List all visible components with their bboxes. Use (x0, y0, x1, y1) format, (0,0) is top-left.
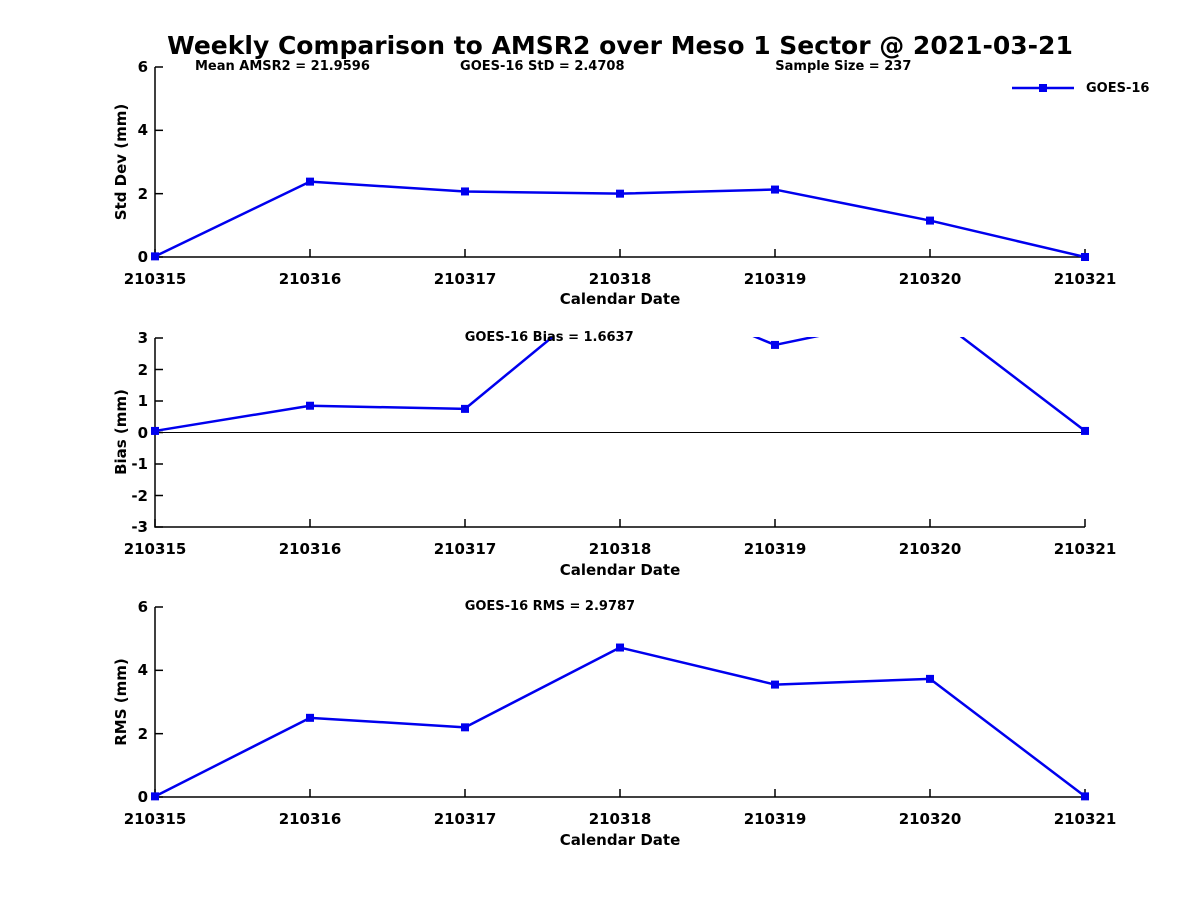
x-tick-label: 210318 (588, 270, 652, 288)
data-marker (926, 216, 934, 225)
y-tick-label: 4 (137, 661, 148, 680)
figure-title: Weekly Comparison to AMSR2 over Meso 1 S… (167, 31, 1073, 60)
annotation-mean-amsr2: Mean AMSR2 = 21.9596 (194, 58, 370, 74)
legend-label: GOES-16 (1086, 80, 1150, 96)
y-tick-label: 1 (137, 392, 148, 410)
x-tick-label: 210319 (743, 540, 807, 558)
y-tick-label: 6 (137, 58, 148, 76)
y-tick-label: -2 (131, 486, 148, 505)
y-tick-label: 2 (137, 724, 148, 743)
data-marker (771, 185, 779, 194)
x-tick-label: 210320 (898, 270, 962, 288)
y-tick-label: -1 (131, 455, 148, 473)
x-tick-label: 210319 (743, 270, 807, 288)
y-tick-label: 2 (137, 184, 148, 203)
data-marker (1081, 792, 1089, 801)
data-marker (151, 252, 159, 261)
x-tick-label: 210315 (123, 270, 187, 288)
x-tick-label: 210316 (278, 540, 342, 558)
data-marker (461, 404, 469, 413)
subplot-std-dev-axes (154, 67, 1085, 258)
y-tick-label: 0 (137, 423, 148, 442)
data-marker (151, 426, 159, 435)
x-tick-label: 210318 (588, 810, 652, 828)
xlabel-calendar-date-3: Calendar Date (559, 831, 681, 849)
x-tick-label: 210320 (898, 810, 962, 828)
data-marker (306, 713, 314, 722)
x-tick-label: 210319 (743, 810, 807, 828)
x-tick-label: 210316 (278, 270, 342, 288)
y-tick-label: 4 (137, 121, 148, 140)
data-line (154, 646, 1086, 798)
x-tick-label: 210320 (898, 540, 962, 558)
data-marker (461, 723, 469, 732)
data-marker (616, 189, 624, 198)
annotation-sample-size: Sample Size = 237 (775, 58, 912, 74)
data-marker (461, 187, 469, 196)
x-tick-label: 210321 (1053, 810, 1117, 828)
x-tick-label: 210317 (433, 270, 497, 288)
data-marker (1081, 426, 1089, 435)
data-marker (926, 309, 934, 317)
x-tick-label: 210321 (1053, 270, 1117, 288)
x-tick-label: 210316 (278, 810, 342, 828)
data-marker (771, 680, 779, 689)
annotation-goes16-bias: GOES-16 Bias = 1.6637 (464, 329, 634, 345)
data-marker (771, 340, 779, 349)
data-marker (151, 792, 159, 801)
xlabel-calendar-date-2: Calendar Date (559, 561, 681, 579)
data-marker (1081, 253, 1089, 261)
x-tick-label: 210317 (433, 810, 497, 828)
data-marker (926, 674, 934, 683)
x-tick-label: 210321 (1053, 540, 1117, 558)
x-tick-label: 210315 (123, 540, 187, 558)
annotation-goes16-std: GOES-16 StD = 2.4708 (460, 58, 625, 74)
x-tick-label: 210315 (123, 810, 187, 828)
y-tick-label: 2 (137, 360, 148, 379)
y-tick-label: 0 (137, 788, 148, 806)
legend: GOES-16 (1012, 80, 1149, 96)
x-tick-label: 210318 (588, 540, 652, 558)
y-tick-label: 6 (137, 598, 148, 616)
data-marker (306, 401, 314, 410)
subplot-bias-series (151, 309, 1089, 435)
y-tick-label: 3 (137, 329, 148, 347)
y-tick-label: -3 (131, 518, 148, 536)
subplot-rms-series (151, 643, 1089, 801)
x-tick-label: 210317 (433, 540, 497, 558)
data-marker (306, 177, 314, 186)
data-marker (616, 643, 624, 652)
legend-line-marker-sample (1012, 84, 1074, 92)
subplot-std-dev-series (151, 177, 1089, 261)
y-tick-label: 0 (137, 248, 148, 266)
xlabel-calendar-date-1: Calendar Date (559, 290, 681, 308)
annotation-goes16-rms: GOES-16 RMS = 2.9787 (464, 598, 636, 614)
subplot-rms-axes (154, 607, 1085, 798)
